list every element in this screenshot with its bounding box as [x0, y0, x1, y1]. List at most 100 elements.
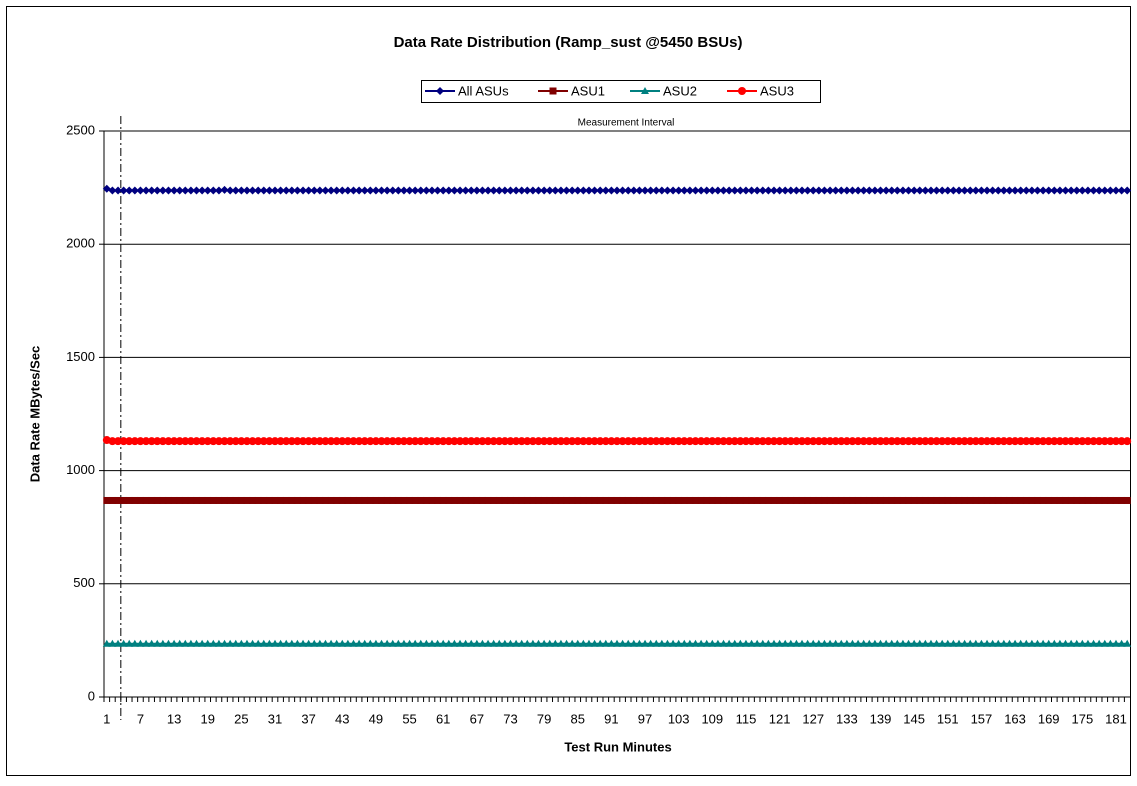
data-point	[741, 639, 750, 647]
data-point	[472, 639, 481, 647]
data-point	[1123, 639, 1132, 647]
data-point	[814, 437, 823, 446]
data-point	[523, 437, 532, 446]
data-point	[203, 437, 212, 446]
data-point	[518, 496, 526, 504]
data-point	[786, 437, 795, 446]
data-point	[434, 496, 442, 504]
data-point	[349, 186, 358, 195]
data-point	[427, 639, 436, 647]
x-tick-label: 7	[137, 711, 144, 726]
data-point	[971, 639, 980, 647]
data-point	[915, 186, 924, 195]
data-point	[697, 186, 706, 195]
data-point	[781, 639, 790, 647]
data-point	[226, 437, 235, 446]
data-point	[798, 437, 807, 446]
data-point	[164, 496, 172, 504]
data-point	[854, 186, 863, 195]
data-point	[994, 496, 1002, 504]
data-point	[932, 186, 941, 195]
data-point	[1022, 639, 1031, 647]
data-point	[708, 639, 717, 647]
data-point	[562, 639, 571, 647]
data-point	[120, 496, 128, 504]
data-point	[803, 186, 812, 195]
data-point	[663, 496, 671, 504]
data-point	[809, 437, 818, 446]
data-point	[1027, 186, 1036, 195]
data-point	[579, 639, 588, 647]
x-tick-label: 25	[234, 711, 248, 726]
data-point	[887, 437, 896, 446]
data-point	[271, 639, 279, 647]
data-point	[983, 186, 992, 195]
data-point	[103, 496, 111, 504]
data-point	[618, 186, 627, 195]
legend-box	[421, 80, 821, 103]
data-point	[613, 639, 621, 647]
data-point	[422, 186, 431, 195]
data-point	[775, 639, 784, 647]
data-point	[949, 496, 957, 504]
data-point	[1072, 639, 1081, 647]
data-point	[563, 496, 571, 504]
data-point	[254, 496, 262, 504]
data-point	[556, 186, 565, 195]
y-tick-label: 0	[88, 688, 95, 703]
data-point	[231, 639, 240, 647]
data-point	[769, 186, 778, 195]
data-point	[596, 186, 605, 195]
data-point	[579, 186, 588, 195]
data-point	[428, 496, 436, 504]
data-point	[534, 639, 543, 647]
y-tick-label: 500	[73, 575, 95, 590]
data-point	[523, 496, 531, 504]
data-point	[427, 186, 436, 195]
data-point	[220, 639, 229, 647]
data-point	[226, 496, 234, 504]
data-point	[186, 437, 195, 446]
data-point	[462, 496, 470, 504]
data-point	[758, 639, 767, 647]
data-point	[490, 496, 498, 504]
data-point	[1083, 639, 1092, 647]
data-point	[186, 186, 195, 195]
data-point	[938, 496, 946, 504]
data-point	[574, 496, 582, 504]
data-point	[635, 496, 643, 504]
data-point	[181, 639, 190, 647]
legend-label: ASU1	[571, 83, 605, 98]
data-point	[220, 437, 229, 446]
data-point	[680, 639, 689, 647]
data-point	[343, 437, 352, 446]
data-point	[725, 186, 734, 195]
data-point	[433, 437, 442, 446]
data-point	[770, 496, 778, 504]
data-point	[366, 639, 375, 647]
data-point	[781, 186, 790, 195]
data-point	[439, 496, 447, 504]
data-point	[882, 186, 891, 195]
data-point	[198, 437, 207, 446]
data-point	[265, 437, 274, 446]
data-point	[293, 437, 302, 446]
data-point	[484, 639, 493, 647]
data-point	[943, 437, 952, 446]
data-point	[321, 186, 330, 195]
data-point	[933, 496, 941, 504]
data-point	[237, 639, 246, 647]
data-point	[299, 186, 308, 195]
data-point	[164, 186, 173, 195]
data-point	[1111, 437, 1120, 446]
data-point	[399, 437, 408, 446]
data-point	[803, 639, 812, 647]
data-point	[259, 639, 268, 647]
data-point	[1050, 639, 1059, 647]
data-point	[540, 437, 549, 446]
data-point	[713, 639, 722, 647]
data-point	[181, 186, 190, 195]
data-point	[130, 186, 139, 195]
data-point	[652, 496, 660, 504]
data-point	[804, 496, 812, 504]
